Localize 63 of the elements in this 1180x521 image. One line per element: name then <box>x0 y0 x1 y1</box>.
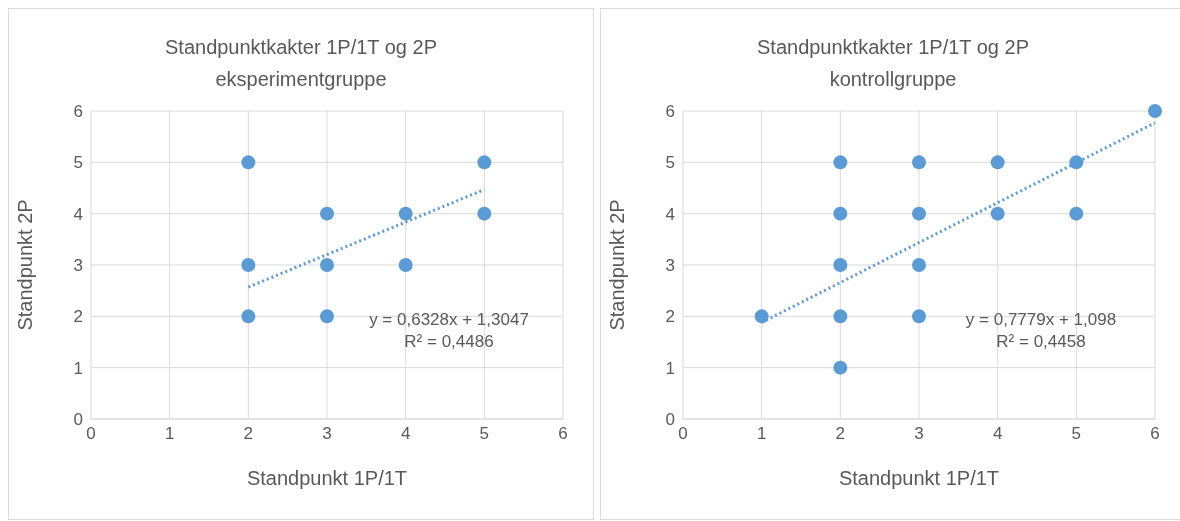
point <box>398 206 413 221</box>
x-tick-label: 4 <box>992 424 1003 444</box>
y-tick-label: 1 <box>73 358 83 378</box>
point <box>241 155 256 170</box>
point <box>320 206 334 221</box>
y-tick-label: 0 <box>73 410 83 430</box>
annotation: y = 0,7779x + 1,098 <box>964 309 1118 331</box>
point <box>833 155 848 170</box>
point <box>477 155 492 170</box>
y-tick-label: 5 <box>665 153 675 173</box>
y-tick-label: 4 <box>73 204 83 224</box>
x-axis-title: Standpunkt 1P/1T <box>838 467 1000 489</box>
x-tick-label: 2 <box>243 424 254 444</box>
point <box>1069 155 1084 170</box>
x-tick-label: 4 <box>400 424 411 444</box>
point <box>1069 206 1084 221</box>
x-axis-title: Standpunkt 1P/1T <box>246 467 408 489</box>
x-tick-label: 1 <box>756 424 767 444</box>
x-tick-label: 3 <box>322 424 332 444</box>
point <box>833 360 848 375</box>
y-tick-label: 4 <box>665 204 675 224</box>
point <box>754 309 769 324</box>
chart-title: Standpunktkakter 1P/1T og 2P eksperimentgruppe <box>164 35 438 92</box>
x-tick-label: 1 <box>164 424 175 444</box>
y-tick-label: 6 <box>73 102 83 122</box>
y-tick-label: 2 <box>73 307 83 327</box>
y-tick-label: 1 <box>665 358 675 378</box>
point <box>320 309 334 324</box>
point <box>912 206 926 221</box>
point <box>990 155 1005 170</box>
x-tick-label: 5 <box>1071 424 1082 444</box>
chart-title: Standpunktkakter 1P/1T og 2P kontrollgruppe <box>756 35 1030 92</box>
point <box>241 258 256 272</box>
point <box>912 155 926 170</box>
x-tick-label: 2 <box>835 424 846 444</box>
y-tick-label: 3 <box>73 256 83 276</box>
point <box>833 258 848 272</box>
point <box>912 309 926 324</box>
x-tick-label: 0 <box>86 424 96 444</box>
point <box>912 258 926 272</box>
point <box>241 309 256 324</box>
x-tick-label: 6 <box>558 424 568 444</box>
point <box>833 309 848 324</box>
y-axis-title: Standpunkt 2P <box>606 199 629 331</box>
point <box>833 206 848 221</box>
x-tick-label: 0 <box>678 424 688 444</box>
y-tick-label: 2 <box>665 307 675 327</box>
y-tick-label: 0 <box>665 410 675 430</box>
x-tick-label: 6 <box>1150 424 1160 444</box>
point <box>990 206 1005 221</box>
y-axis-title: Standpunkt 2P <box>14 199 37 331</box>
y-tick-label: 6 <box>665 102 675 122</box>
annotation: y = 0,6328x + 1,3047 <box>368 309 530 331</box>
y-tick-label: 3 <box>665 256 675 276</box>
annotation: R² = 0,4486 <box>403 331 495 353</box>
y-tick-label: 5 <box>73 153 83 173</box>
x-tick-label: 5 <box>479 424 490 444</box>
point <box>398 258 413 272</box>
point <box>1148 104 1162 118</box>
point <box>477 206 492 221</box>
x-tick-label: 3 <box>914 424 924 444</box>
annotation: R² = 0,4458 <box>995 331 1087 353</box>
point <box>320 258 334 272</box>
